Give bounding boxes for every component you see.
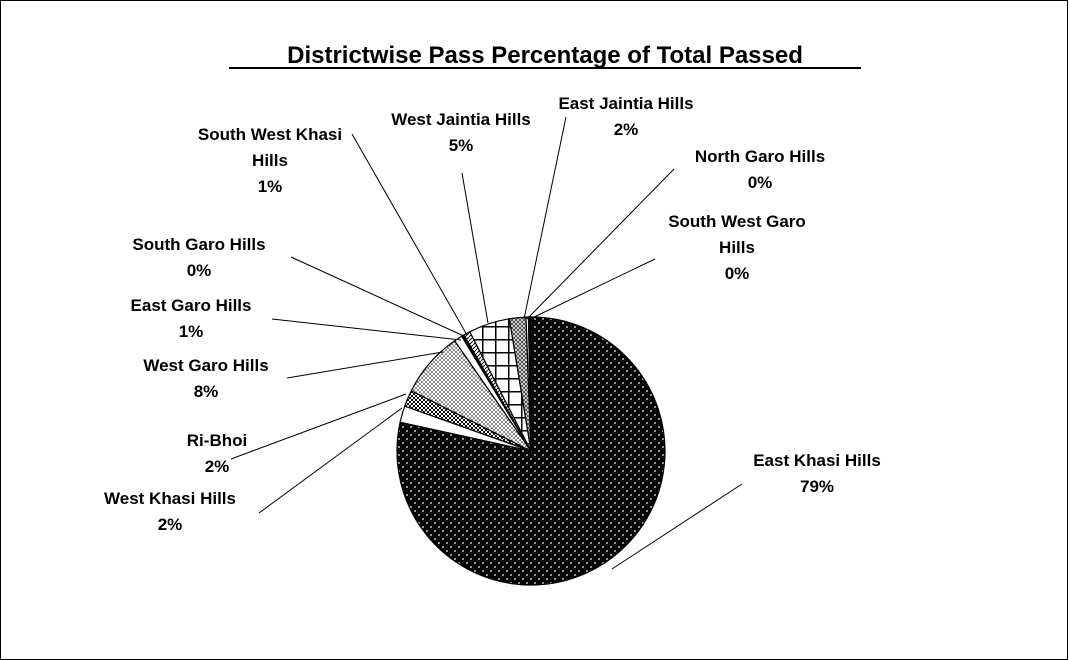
slice-label: 0% — [187, 261, 212, 280]
slice-label: Hills — [719, 238, 755, 257]
leader-lines — [230, 116, 743, 570]
slice-label: South Garo Hills — [132, 235, 265, 254]
slice-label: East Garo Hills — [131, 296, 252, 315]
pie-slice-east-khasi-hills — [396, 316, 666, 586]
slice-label: East Jaintia Hills — [558, 94, 693, 113]
slice-label: West Khasi Hills — [104, 489, 236, 508]
slice-label: West Garo Hills — [143, 356, 268, 375]
slice-label: South West Garo — [668, 212, 806, 231]
leader-line — [271, 318, 462, 341]
pie-slices — [396, 316, 666, 586]
slice-label: 0% — [725, 264, 750, 283]
slice-label: East Khasi Hills — [753, 451, 881, 470]
slice-label: South West Khasi — [198, 125, 342, 144]
chart-title: Districtwise Pass Percentage of Total Pa… — [287, 42, 803, 69]
leader-line — [461, 172, 489, 324]
slice-label: 2% — [614, 120, 639, 139]
slice-label: 1% — [179, 322, 204, 341]
leader-line — [286, 351, 444, 379]
slice-labels: East Khasi Hills 79% West Khasi Hills 2% Ri-… — [104, 94, 881, 534]
slice-label: Hills — [252, 151, 288, 170]
leader-line — [290, 256, 467, 338]
leader-line — [230, 393, 407, 460]
leader-line — [351, 133, 468, 336]
slice-label: Ri-Bhoi — [187, 431, 247, 450]
leader-line — [523, 116, 567, 320]
leader-line — [611, 483, 743, 570]
slice-label: North Garo Hills — [695, 147, 825, 166]
slice-label: West Jaintia Hills — [391, 110, 531, 129]
slice-label: 0% — [748, 173, 773, 192]
slice-label: 8% — [194, 382, 219, 401]
slice-label: 5% — [449, 136, 474, 155]
leader-line — [529, 258, 656, 320]
slice-label: 79% — [800, 477, 834, 496]
slice-label: 1% — [258, 177, 283, 196]
slice-label: 2% — [158, 515, 183, 534]
leader-line — [526, 168, 675, 320]
slice-label: 2% — [205, 457, 230, 476]
leader-line — [258, 407, 403, 514]
